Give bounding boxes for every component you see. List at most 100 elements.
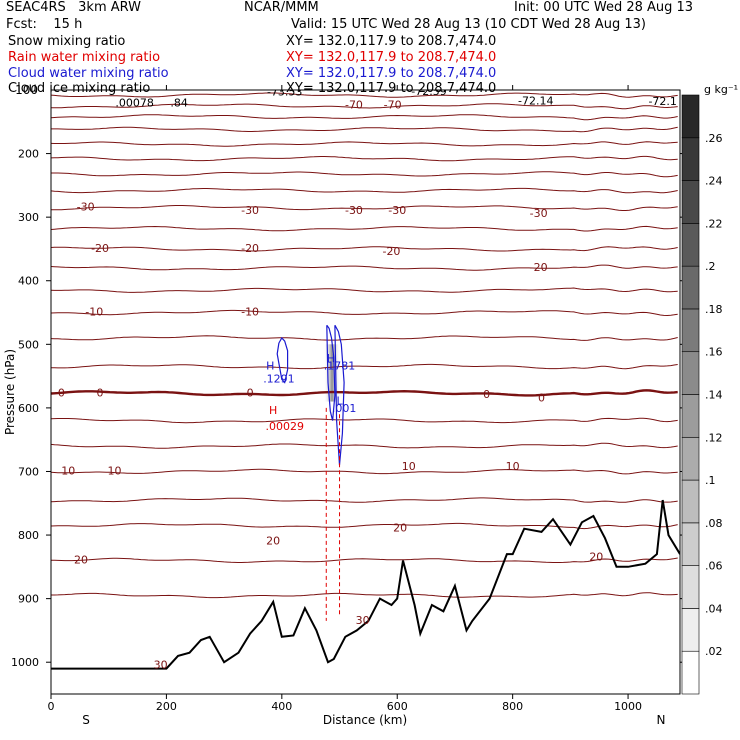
- contour-label: 0: [97, 386, 104, 399]
- organization-label: NCAR/MMM: [244, 0, 319, 15]
- y-axis-title: Pressure (hPa): [3, 349, 17, 435]
- isotherm-line: [51, 92, 678, 98]
- y-tick-label: 500: [18, 338, 39, 351]
- contour-label: -30: [345, 204, 363, 217]
- field-cloudwater-xy: XY= 132.0,117.9 to 208.7,474.0: [286, 66, 497, 81]
- colorbar-tick-label: .2: [705, 260, 716, 273]
- model-title: SEAC4RS 3km ARW: [6, 0, 142, 15]
- y-tick-label: 900: [18, 593, 39, 606]
- isotherm-line: [51, 155, 678, 162]
- isotherm-line: [51, 141, 678, 147]
- y-tick-label: 400: [18, 275, 39, 288]
- colorbar-unit: g kg⁻¹: [704, 83, 738, 96]
- contour-label: .00029: [265, 420, 304, 433]
- isotherm-line: [51, 171, 678, 178]
- isotherm-line: [51, 264, 678, 271]
- field-snow-name: Snow mixing ratio: [8, 34, 126, 49]
- contour-label: -72.59: [411, 85, 446, 98]
- field-cloudwater-name: Cloud water mixing ratio: [8, 66, 169, 81]
- contour-label: -20: [91, 242, 109, 255]
- isotherm-line: [51, 363, 678, 370]
- forecast-hour: Fcst: 15 h: [6, 17, 83, 32]
- isotherm-line: [51, 522, 678, 530]
- contour-label: H: [269, 404, 277, 417]
- x-axis-title: Distance (km): [323, 713, 407, 727]
- contour-label: 0: [483, 388, 490, 401]
- isotherm-line: [51, 205, 678, 211]
- x-tick-label: 1000: [614, 700, 642, 713]
- y-tick-label: 700: [18, 465, 39, 478]
- x-tick-label: 200: [156, 700, 177, 713]
- colorbar-band: [681, 223, 700, 267]
- colorbar-band: [681, 650, 700, 695]
- contour-label: 30: [154, 658, 168, 671]
- isotherm-line: [51, 442, 678, 449]
- contour-label: -70: [345, 98, 363, 111]
- field-snow-xy: XY= 132.0,117.9 to 208.7,474.0: [286, 34, 497, 49]
- field-cloudice-name: Cloud ice mixing ratio: [8, 81, 151, 96]
- contour-label: 10: [61, 464, 75, 477]
- cloud-water-contour: [276, 337, 289, 384]
- contour-label: 20: [266, 534, 280, 547]
- contour-label: L: [336, 395, 343, 408]
- colorbar-band: [681, 137, 700, 181]
- contour-label: -30: [530, 207, 548, 220]
- x-tick-label: 400: [271, 700, 292, 713]
- y-tick-label: 200: [18, 148, 39, 161]
- isotherm-line: [51, 592, 678, 599]
- contour-label: -30: [77, 201, 95, 214]
- colorbar-tick-label: .24: [705, 175, 723, 188]
- contour-label: .1291: [263, 372, 295, 385]
- contour-label: -20: [241, 242, 259, 255]
- field-rain-name: Rain water mixing ratio: [8, 50, 161, 65]
- colorbar-tick-label: .06: [705, 560, 723, 573]
- colorbar-tick-label: .14: [705, 389, 723, 402]
- isotherm-line: [51, 557, 678, 563]
- colorbar-band: [681, 94, 700, 139]
- isotherm-line: [51, 187, 678, 194]
- colorbar-tick-label: .02: [705, 645, 723, 658]
- isotherm-line: [51, 389, 678, 397]
- colorbar-tick-label: .1: [705, 474, 716, 487]
- contour-label: -70: [384, 98, 402, 111]
- colorbar-band: [681, 436, 700, 481]
- contour-label: 20: [74, 553, 88, 566]
- contour-label: .00078: [115, 96, 154, 109]
- y-tick-label: 300: [18, 211, 39, 224]
- contour-label: -73.53: [267, 86, 302, 99]
- y-tick-label: 800: [18, 529, 39, 542]
- colorbar-band: [681, 522, 700, 566]
- isotherm-line: [51, 103, 678, 110]
- colorbar-tick-label: .18: [705, 303, 723, 316]
- contour-label: -10: [85, 306, 103, 319]
- isotherm-line: [51, 417, 678, 424]
- contour-label: 10: [107, 464, 121, 477]
- cloud-water-contour: [334, 324, 345, 466]
- top-pressure-label: 100: [15, 83, 38, 97]
- x-tick-label: 800: [502, 700, 523, 713]
- isotherm-line: [51, 309, 678, 317]
- plot-frame: [50, 89, 681, 695]
- x-tick-label: 600: [387, 700, 408, 713]
- isotherm-line: [51, 468, 678, 475]
- isotherm-line: [51, 126, 678, 133]
- axes: 0 200 400 600 800 100020030040050060070080090…: [11, 85, 685, 713]
- x-tick-label: 0: [48, 700, 55, 713]
- init-time: Init: 00 UTC Wed 28 Aug 13: [514, 0, 694, 15]
- contour-label: -20: [382, 245, 400, 258]
- field-cloudice-xy: XY= 132.0,117.9 to 208.7,474.0: [286, 81, 497, 96]
- north-end-label: N: [657, 713, 666, 727]
- colorbar-band: [681, 265, 700, 310]
- colorbar-tick-label: .04: [705, 602, 723, 615]
- contour-label: 10: [402, 460, 416, 473]
- isotherm-line: [51, 114, 678, 121]
- south-end-label: S: [82, 713, 90, 727]
- contour-label: -30: [388, 204, 406, 217]
- contour-label: 0: [58, 386, 65, 399]
- valid-time: Valid: 15 UTC Wed 28 Aug 13 (10 CDT Wed …: [291, 17, 646, 32]
- colorbar-tick-label: .22: [705, 217, 723, 230]
- colorbar-tick-label: .16: [705, 346, 723, 359]
- y-tick-label: 1000: [11, 656, 39, 669]
- contour-label: -10: [241, 306, 259, 319]
- isotherm-line: [51, 225, 678, 232]
